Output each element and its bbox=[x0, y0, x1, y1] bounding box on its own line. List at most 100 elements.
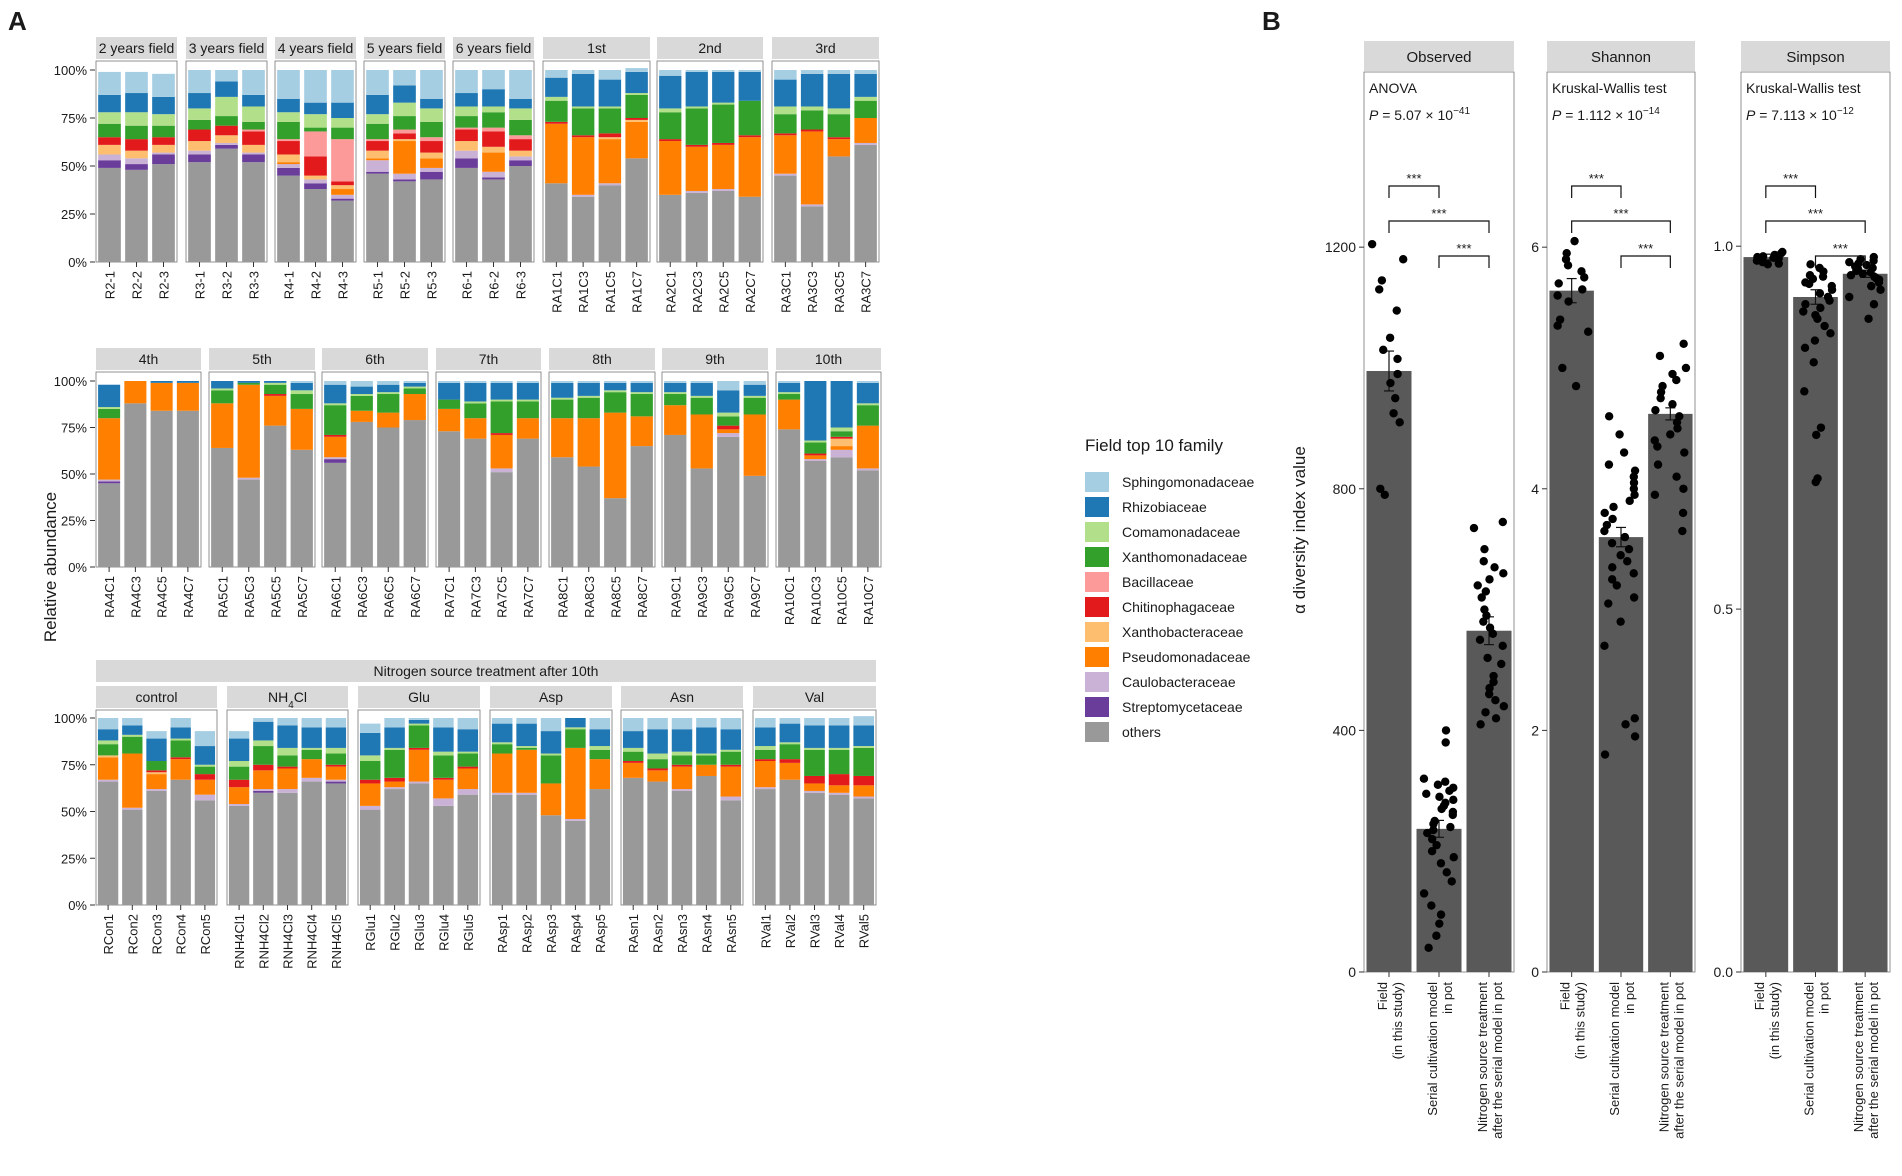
bar-segment-pseudomonadaceae bbox=[457, 768, 479, 790]
data-point bbox=[1608, 563, 1617, 572]
bar-segment-comamonadaceae bbox=[433, 751, 454, 756]
x-tick-label: RA6C7 bbox=[408, 576, 423, 618]
data-point bbox=[1558, 363, 1567, 373]
bar-segment-comamonadaceae bbox=[253, 740, 274, 747]
bar-segment-others bbox=[827, 156, 851, 262]
bar-segment-others bbox=[625, 158, 648, 262]
stacked-bar bbox=[359, 723, 381, 905]
bar-segment-pseudomonadaceae bbox=[827, 139, 851, 157]
bar-segment-others bbox=[622, 777, 644, 905]
bar-segment-sphingomonadaceae bbox=[433, 718, 454, 728]
bar-segment-streptomycetaceae bbox=[242, 154, 265, 163]
bar-segment-comamonadaceae bbox=[455, 106, 478, 117]
bar-segment-comamonadaceae bbox=[377, 392, 400, 395]
x-tick-label: RAsp5 bbox=[593, 914, 608, 953]
bar-segment-caulobacteraceae bbox=[571, 194, 595, 197]
data-point bbox=[1679, 484, 1688, 493]
facet-strip-label: Val bbox=[805, 689, 824, 705]
stacked-bar bbox=[366, 70, 389, 262]
bar-segment-pseudomonadaceae bbox=[664, 405, 687, 435]
bar-segment-pseudomonadaceae bbox=[384, 781, 405, 788]
legend-title: Field top 10 family bbox=[1085, 436, 1223, 455]
x-tick-label: Nitrogen source treatmentafter the seria… bbox=[1475, 982, 1505, 1139]
facet-strip-label: 4 years field bbox=[278, 40, 353, 56]
bar-segment-rhizobiaceae bbox=[125, 93, 148, 113]
stacked-bar bbox=[264, 381, 287, 567]
facet-strip-label: 3 years field bbox=[189, 40, 264, 56]
x-tick-label: RA6C5 bbox=[381, 576, 396, 618]
bar-segment-others bbox=[359, 809, 381, 905]
bar-segment-chitinophagaceae bbox=[625, 118, 648, 120]
data-point bbox=[1479, 557, 1488, 566]
bar-segment-chitinophagaceae bbox=[622, 761, 644, 763]
mean-bar bbox=[1466, 630, 1512, 972]
bar-segment-comamonadaceae bbox=[277, 747, 298, 756]
bar-segment-pseudomonadaceae bbox=[779, 762, 801, 780]
significance-bracket bbox=[1814, 255, 1866, 268]
bar-segment-others bbox=[738, 196, 761, 262]
bar-segment-others bbox=[350, 421, 373, 567]
bar-segment-rhizobiaceae bbox=[853, 725, 875, 747]
bar-segment-pseudomonadaceae bbox=[690, 414, 713, 469]
bar-segment-chitinophagaceae bbox=[304, 156, 327, 176]
bar-segment-sphingomonadaceae bbox=[827, 70, 851, 74]
data-point bbox=[1629, 472, 1639, 481]
bar-segment-xanthomonadaceae bbox=[253, 746, 274, 765]
x-tick-label: Serial cultivation modelin pot bbox=[1425, 982, 1455, 1116]
y-tick-label: 25% bbox=[61, 514, 87, 529]
bar-segment-xanthomonadaceae bbox=[696, 755, 717, 765]
y-tick-label: 0% bbox=[68, 898, 87, 913]
data-point bbox=[1612, 581, 1622, 590]
bar-segment-comamonadaceae bbox=[509, 108, 532, 120]
x-tick-label: RA1C7 bbox=[630, 271, 645, 313]
bar-segment-xanthomonadaceae bbox=[854, 100, 877, 118]
facet-8th: 8th RA8C1 RA8C3 RA8C5 RA8C7 bbox=[548, 348, 656, 618]
x-tick-label: R6-1 bbox=[460, 271, 475, 299]
facet-strip bbox=[364, 37, 445, 59]
bar-segment-sphingomonadaceae bbox=[253, 718, 274, 722]
bar-segment-others bbox=[464, 438, 487, 567]
bar-segment-rhizobiaceae bbox=[301, 727, 322, 748]
data-point bbox=[1553, 291, 1562, 300]
stacked-bar bbox=[146, 731, 167, 905]
bar-segment-xanthobacteraceae bbox=[242, 144, 265, 153]
data-point bbox=[1554, 279, 1563, 288]
legend-label-chitinophagaceae: Chitinophagaceae bbox=[1122, 599, 1235, 615]
facet-strip bbox=[453, 37, 534, 59]
bar-segment-others bbox=[598, 185, 622, 262]
data-point bbox=[1604, 599, 1613, 608]
data-point bbox=[1673, 424, 1682, 433]
x-tick-label: RNH4Cl1 bbox=[232, 914, 247, 969]
bar-segment-chitinophagaceae bbox=[455, 129, 478, 142]
data-point bbox=[1385, 333, 1395, 342]
bar-segment-rhizobiaceae bbox=[545, 77, 568, 97]
bar-segment-comamonadaceae bbox=[301, 747, 322, 750]
bar-segment-others bbox=[324, 462, 347, 567]
bar-segment-caulobacteraceae bbox=[516, 792, 537, 795]
bar-segment-xanthomonadaceae bbox=[403, 388, 426, 395]
bar-segment-rhizobiaceae bbox=[433, 727, 454, 752]
bar-segment-chitinophagaceae bbox=[125, 139, 148, 151]
data-point bbox=[1419, 889, 1429, 898]
bar-segment-others bbox=[516, 438, 539, 567]
bar-segment-xanthobacteraceae bbox=[482, 146, 505, 153]
bar-segment-comamonadaceae bbox=[625, 93, 648, 95]
panel-a-y-axis-title: Relative abundance bbox=[41, 492, 60, 642]
bar-segment-sphingomonadaceae bbox=[853, 716, 875, 726]
bar-segment-comamonadaceae bbox=[774, 106, 797, 115]
bar-segment-xanthomonadaceae bbox=[540, 755, 562, 784]
bar-segment-sphingomonadaceae bbox=[188, 70, 211, 94]
p-value-label: P = 5.07 × 10−41 bbox=[1369, 106, 1470, 123]
x-tick-label: RA7C3 bbox=[468, 576, 483, 618]
bar-segment-xanthomonadaceae bbox=[366, 123, 389, 140]
bar-segment-xanthomonadaceae bbox=[457, 753, 479, 767]
bar-segment-chitinophagaceae bbox=[671, 764, 693, 767]
bar-segment-comamonadaceae bbox=[290, 390, 313, 395]
facet-strip bbox=[96, 686, 217, 708]
bar-segment-chitinophagaceae bbox=[800, 129, 824, 132]
data-point bbox=[1625, 496, 1634, 506]
bar-segment-xanthomonadaceae bbox=[545, 100, 568, 122]
legend: Field top 10 family Sphingomonadaceae Rhi… bbox=[1085, 436, 1255, 742]
bar-segment-rhizobiaceae bbox=[738, 71, 761, 101]
x-tick-label: RA9C3 bbox=[695, 576, 710, 618]
